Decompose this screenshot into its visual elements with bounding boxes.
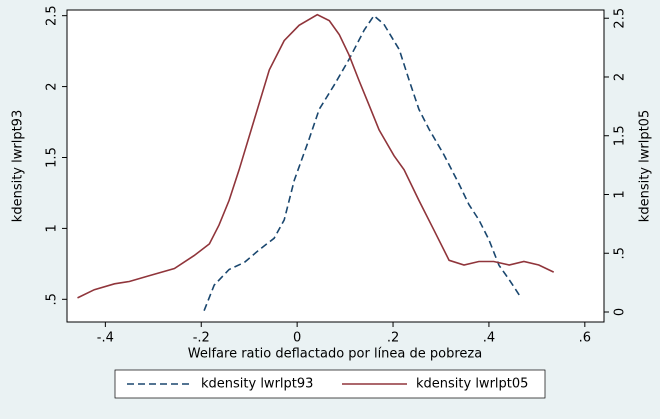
- y-tick-label: 1: [45, 224, 60, 232]
- legend-label: kdensity lwrlpt93: [201, 377, 313, 392]
- legend-label: kdensity lwrlpt05: [416, 377, 528, 392]
- x-tick-label: -.2: [193, 331, 210, 346]
- x-tick-label: -.4: [97, 331, 114, 346]
- y2-tick-label: 2.5: [613, 8, 628, 29]
- y-axis-title: kdensity lwrlpt93: [11, 110, 26, 222]
- x-axis-title: Welfare ratio deflactado por línea de po…: [188, 347, 482, 362]
- y2-axis-title: kdensity lwrlpt05: [638, 110, 653, 222]
- x-tick-label: .2: [387, 331, 399, 346]
- y-tick-label: 1.5: [45, 147, 60, 168]
- y2-tick-label: 1.5: [613, 125, 628, 146]
- y2-tick-label: 0: [613, 308, 628, 316]
- x-tick-label: 0: [293, 331, 301, 346]
- plot-area: [66, 9, 605, 323]
- y-tick-label: 2: [45, 82, 60, 90]
- series-line: [203, 14, 522, 311]
- y-tick-label: 2.5: [45, 5, 60, 26]
- y2-tick-label: 2: [613, 73, 628, 81]
- x-tick-label: .4: [483, 331, 495, 346]
- x-tick-label: .6: [579, 331, 591, 346]
- y-tick-label: .5: [45, 293, 60, 305]
- series-line: [77, 13, 555, 299]
- y2-tick-label: 1: [613, 190, 628, 198]
- y2-tick-label: .5: [613, 247, 628, 259]
